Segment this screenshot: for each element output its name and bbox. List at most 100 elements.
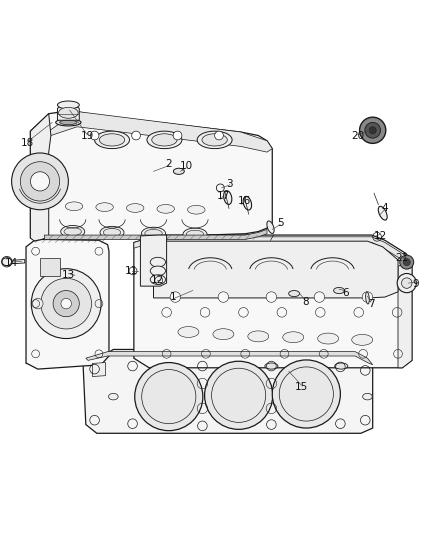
Text: 7: 7	[367, 298, 374, 309]
Ellipse shape	[248, 331, 269, 342]
Polygon shape	[30, 111, 272, 240]
Circle shape	[215, 131, 223, 140]
Ellipse shape	[64, 228, 81, 236]
Text: 5: 5	[277, 218, 283, 228]
Text: 14: 14	[5, 258, 18, 268]
Ellipse shape	[95, 131, 130, 149]
Ellipse shape	[99, 134, 125, 146]
Ellipse shape	[157, 205, 174, 213]
Ellipse shape	[243, 196, 251, 210]
Ellipse shape	[147, 131, 182, 149]
Ellipse shape	[178, 327, 199, 337]
Ellipse shape	[267, 221, 274, 233]
Ellipse shape	[265, 363, 278, 369]
Circle shape	[41, 278, 92, 329]
Ellipse shape	[318, 333, 339, 344]
Circle shape	[20, 161, 60, 201]
Circle shape	[266, 292, 277, 302]
Circle shape	[90, 131, 99, 140]
Polygon shape	[57, 105, 79, 120]
Ellipse shape	[202, 134, 227, 146]
Circle shape	[135, 362, 203, 431]
Polygon shape	[141, 235, 166, 286]
Ellipse shape	[363, 393, 372, 400]
Circle shape	[402, 278, 412, 288]
Circle shape	[61, 298, 71, 309]
Polygon shape	[44, 229, 267, 239]
Circle shape	[30, 172, 49, 191]
Text: 17: 17	[217, 191, 230, 201]
Polygon shape	[40, 258, 60, 276]
Polygon shape	[153, 241, 398, 298]
Ellipse shape	[224, 191, 232, 204]
Ellipse shape	[60, 120, 77, 125]
Text: 13: 13	[62, 270, 75, 280]
Ellipse shape	[59, 107, 78, 118]
Text: 15: 15	[294, 382, 308, 392]
Circle shape	[365, 123, 381, 138]
Circle shape	[12, 153, 68, 210]
Ellipse shape	[283, 332, 304, 343]
Polygon shape	[83, 350, 373, 433]
Ellipse shape	[57, 101, 79, 109]
Ellipse shape	[213, 329, 234, 340]
Text: 18: 18	[21, 139, 35, 148]
Circle shape	[272, 360, 340, 428]
Ellipse shape	[150, 275, 166, 285]
Text: 10: 10	[180, 161, 193, 171]
Polygon shape	[86, 352, 373, 365]
Circle shape	[400, 255, 414, 269]
Ellipse shape	[100, 227, 124, 239]
Ellipse shape	[56, 119, 81, 126]
Ellipse shape	[187, 205, 205, 214]
Ellipse shape	[378, 206, 387, 220]
Ellipse shape	[145, 229, 162, 237]
Text: 19: 19	[81, 132, 94, 141]
Circle shape	[205, 361, 273, 430]
Polygon shape	[49, 111, 272, 152]
Text: 16: 16	[238, 196, 251, 206]
Text: 11: 11	[125, 266, 138, 276]
Circle shape	[170, 292, 180, 302]
Ellipse shape	[103, 229, 121, 236]
Ellipse shape	[334, 287, 345, 294]
Circle shape	[362, 292, 373, 302]
Text: 1: 1	[170, 292, 177, 302]
Text: 3: 3	[226, 179, 233, 189]
Ellipse shape	[366, 292, 369, 304]
Circle shape	[403, 259, 410, 265]
Polygon shape	[134, 237, 406, 262]
Text: 20: 20	[351, 132, 364, 141]
Circle shape	[32, 298, 43, 309]
Ellipse shape	[141, 227, 166, 239]
Circle shape	[360, 117, 386, 143]
Circle shape	[218, 292, 229, 302]
Ellipse shape	[127, 204, 144, 212]
Text: 6: 6	[343, 288, 349, 298]
Ellipse shape	[152, 134, 177, 146]
Text: 2: 2	[166, 159, 172, 169]
Ellipse shape	[65, 202, 83, 211]
Polygon shape	[26, 239, 109, 369]
Circle shape	[31, 269, 101, 338]
Text: 21: 21	[395, 253, 408, 263]
Ellipse shape	[2, 258, 12, 265]
Polygon shape	[92, 362, 106, 376]
Text: 12: 12	[150, 276, 164, 286]
Circle shape	[397, 273, 417, 293]
Ellipse shape	[197, 131, 232, 149]
Text: 12: 12	[374, 231, 387, 241]
Ellipse shape	[61, 225, 85, 238]
Circle shape	[132, 131, 141, 140]
Ellipse shape	[186, 230, 204, 238]
Ellipse shape	[96, 203, 113, 212]
Ellipse shape	[352, 334, 373, 345]
Circle shape	[173, 131, 182, 140]
Polygon shape	[30, 114, 51, 243]
Polygon shape	[4, 260, 25, 265]
Text: 9: 9	[412, 279, 419, 289]
Polygon shape	[398, 262, 412, 368]
Ellipse shape	[150, 257, 166, 267]
Ellipse shape	[173, 168, 184, 174]
Text: 8: 8	[302, 297, 309, 308]
